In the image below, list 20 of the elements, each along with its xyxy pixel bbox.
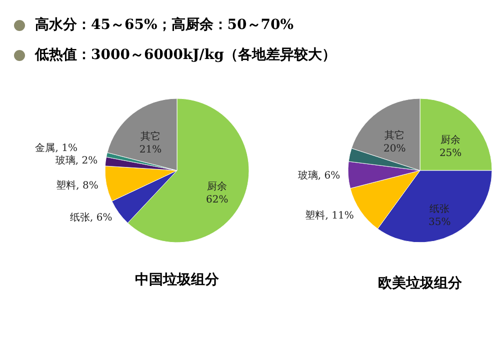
data-label: 25% xyxy=(439,148,462,159)
slice-label: 玻璃, 2% xyxy=(55,154,98,166)
slice-label: 玻璃, 6% xyxy=(298,170,340,182)
slice-label: 其它 xyxy=(140,130,161,142)
text: 欧美垃圾组分 xyxy=(378,274,463,292)
text: 低热值：3000～6000kJ/kg（各地差异较大） xyxy=(35,46,336,64)
slice-label: 纸张 xyxy=(430,202,450,215)
data-label: 21% xyxy=(139,144,162,156)
data-label: 62% xyxy=(206,194,228,206)
slice-label: 其它 xyxy=(384,130,405,142)
text: 中国垃圾组分 xyxy=(135,272,220,288)
slice-label: 塑料, 11% xyxy=(305,209,354,222)
data-label: 35% xyxy=(428,216,451,228)
slice-label: 金属, 1% xyxy=(35,142,78,154)
slice-label: 塑料, 8% xyxy=(56,179,98,192)
data-label: 20% xyxy=(383,144,406,155)
slice-label: 纸张, 6% xyxy=(70,212,112,224)
slice-label: 厨余 xyxy=(207,180,228,192)
text: 高水分：45～65%；高厨余：50～70% xyxy=(35,16,294,34)
slice-label: 厨余 xyxy=(440,134,461,146)
